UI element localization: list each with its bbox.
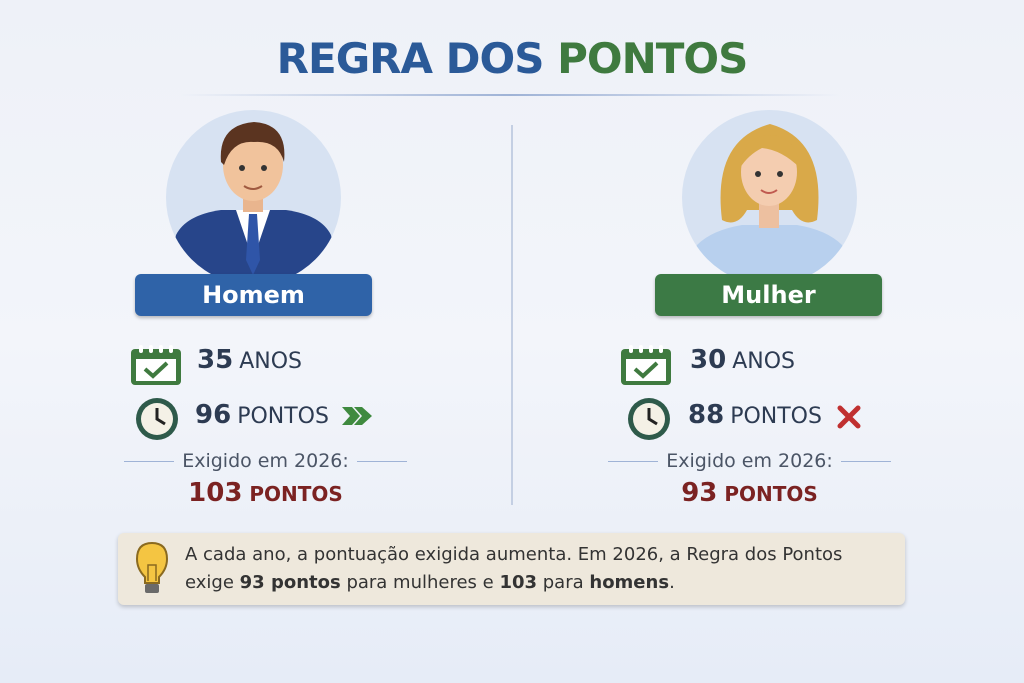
tip-text: A cada ano, a pontuação exigida aumenta.…: [185, 544, 843, 593]
page-title: REGRA DOS PONTOS: [276, 34, 749, 83]
man-avatar: [166, 110, 341, 285]
tip-box: A cada ano, a pontuação exigida aumenta.…: [118, 533, 905, 605]
title-divider: [180, 94, 840, 96]
man-label: Homem: [135, 274, 372, 316]
calendar-check-icon: [621, 345, 671, 385]
man-points: 96 PONTOS: [195, 400, 329, 430]
clock-icon: [136, 398, 178, 440]
calendar-check-icon: [131, 345, 181, 385]
woman-label: Mulher: [655, 274, 882, 316]
man-required-label: Exigido em 2026:: [123, 450, 408, 472]
woman-age: 30 ANOS: [690, 345, 795, 375]
man-age: 35 ANOS: [197, 345, 302, 375]
woman-points: 88 PONTOS: [688, 400, 822, 430]
double-chevron-right-icon: [342, 407, 372, 425]
lightbulb-icon: [135, 541, 169, 593]
x-icon: [837, 405, 861, 429]
man-required-points: 103 PONTOS: [188, 478, 343, 508]
clock-icon: [628, 398, 670, 440]
column-divider: [511, 125, 513, 505]
woman-required-points: 93 PONTOS: [681, 478, 818, 508]
woman-avatar: [682, 110, 857, 285]
woman-required-label: Exigido em 2026:: [607, 450, 892, 472]
